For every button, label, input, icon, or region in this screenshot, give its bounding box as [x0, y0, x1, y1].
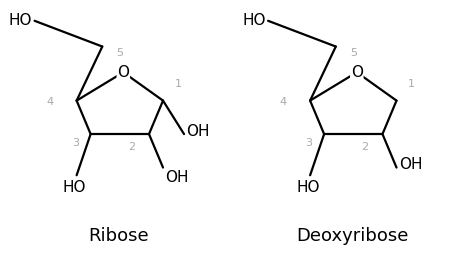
Text: 5: 5: [350, 48, 357, 58]
Text: 5: 5: [116, 48, 123, 58]
Text: OH: OH: [186, 124, 210, 139]
Text: HO: HO: [63, 180, 86, 195]
Text: O: O: [118, 65, 129, 80]
Text: 2: 2: [128, 142, 135, 152]
Text: Deoxyribose: Deoxyribose: [296, 227, 408, 245]
Text: 1: 1: [175, 79, 182, 89]
Text: O: O: [351, 65, 363, 80]
Text: HO: HO: [296, 180, 319, 195]
Text: HO: HO: [9, 13, 32, 28]
Text: OH: OH: [399, 158, 422, 173]
Text: 4: 4: [46, 97, 53, 107]
Text: 1: 1: [408, 79, 415, 89]
Text: HO: HO: [242, 13, 266, 28]
Text: 4: 4: [280, 97, 287, 107]
Text: 3: 3: [305, 138, 312, 148]
Text: 2: 2: [361, 142, 368, 152]
Text: 3: 3: [72, 138, 79, 148]
Text: OH: OH: [165, 170, 189, 185]
Text: Ribose: Ribose: [88, 227, 149, 245]
